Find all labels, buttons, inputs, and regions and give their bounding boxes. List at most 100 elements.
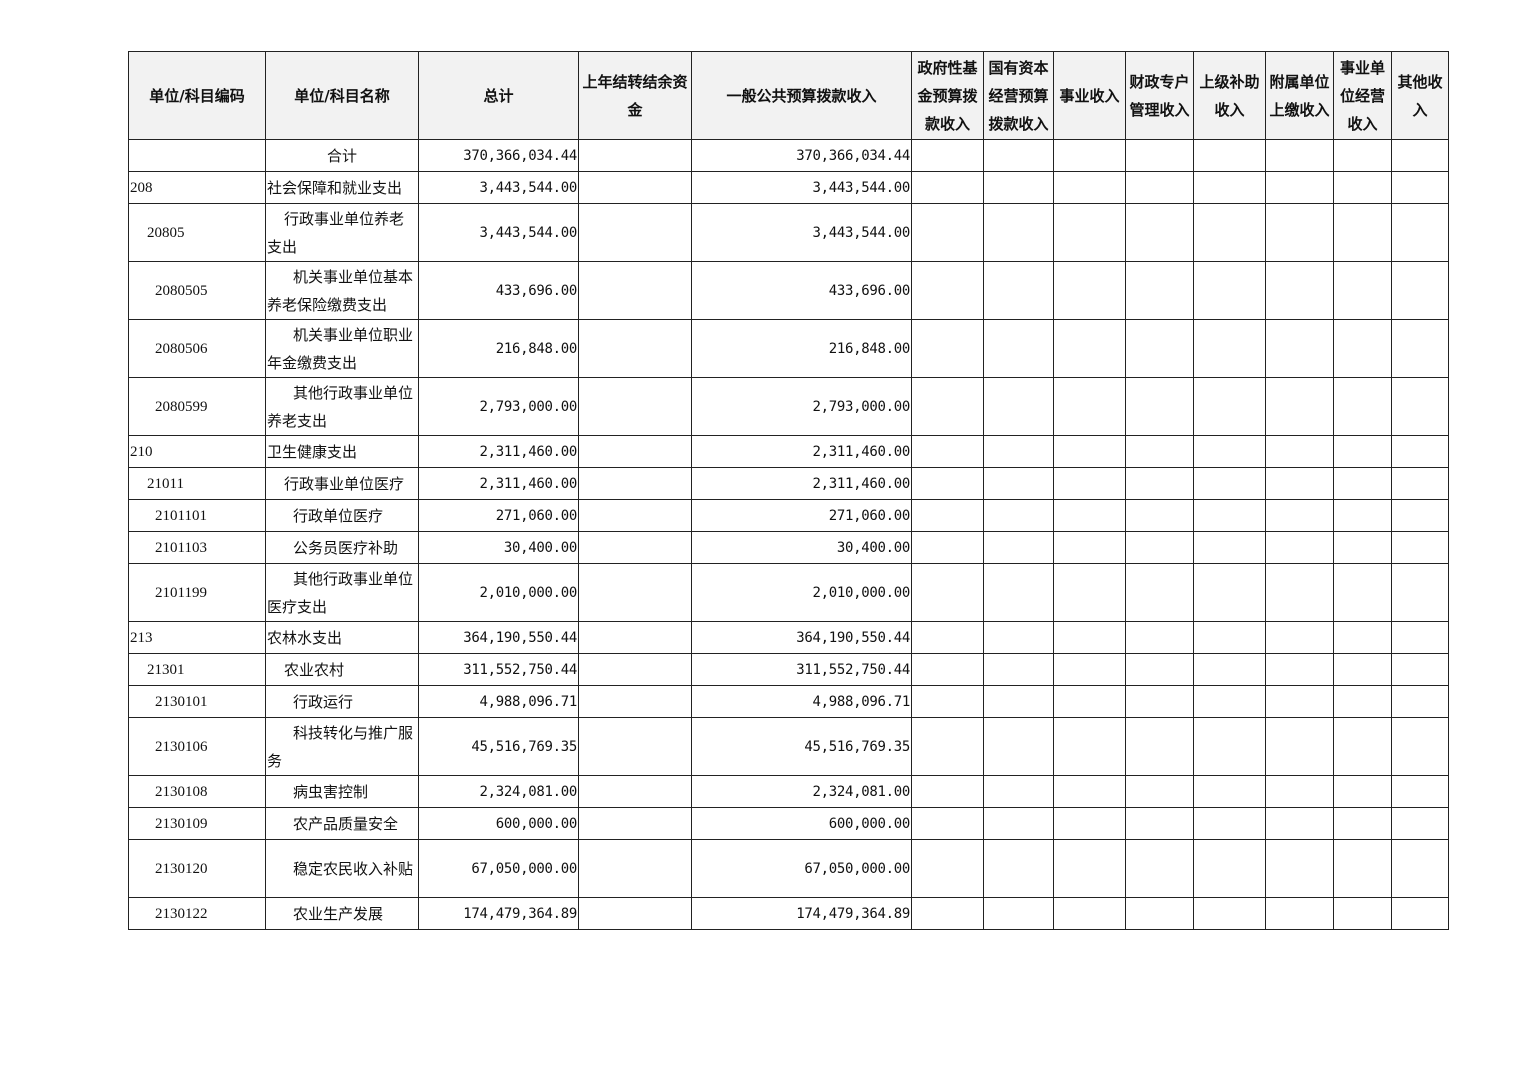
column-header-other-income: 其他收入 xyxy=(1391,51,1449,140)
cell-affiliated-unit xyxy=(1265,717,1334,776)
cell-state-capital xyxy=(983,897,1054,930)
cell-superior-subsidy xyxy=(1193,775,1266,808)
table-row: 213 农林水支出 364,190,550.44 364,190,550.44 xyxy=(128,621,1449,654)
cell-business-income xyxy=(1053,839,1126,898)
cell-superior-subsidy xyxy=(1193,499,1266,532)
cell-business-operation xyxy=(1333,499,1392,532)
cell-state-capital xyxy=(983,435,1054,468)
cell-state-capital xyxy=(983,139,1054,172)
column-header-business-income: 事业收入 xyxy=(1053,51,1126,140)
cell-carryover xyxy=(578,563,692,622)
cell-affiliated-unit xyxy=(1265,171,1334,204)
table-row: 2080505 机关事业单位基本养老保险缴费支出 433,696.00 433,696… xyxy=(128,261,1449,320)
cell-carryover xyxy=(578,171,692,204)
cell-total: 67,050,000.00 xyxy=(418,839,579,898)
cell-other-income xyxy=(1391,499,1449,532)
cell-other-income xyxy=(1391,621,1449,654)
cell-carryover xyxy=(578,653,692,686)
cell-state-capital xyxy=(983,467,1054,500)
cell-general-budget: 271,060.00 xyxy=(691,499,912,532)
cell-general-budget: 370,366,034.44 xyxy=(691,139,912,172)
cell-name: 农产品质量安全 xyxy=(265,807,419,840)
cell-other-income xyxy=(1391,531,1449,564)
total-row: 合计 370,366,034.44 370,366,034.44 xyxy=(128,139,1449,172)
cell-code: 2130108 xyxy=(128,775,266,808)
cell-carryover xyxy=(578,897,692,930)
column-header-code: 单位/科目编码 xyxy=(128,51,266,140)
cell-name: 行政事业单位养老支出 xyxy=(265,203,419,262)
cell-code: 210 xyxy=(128,435,266,468)
cell-gov-fund xyxy=(911,897,984,930)
cell-total: 2,311,460.00 xyxy=(418,435,579,468)
cell-special-account xyxy=(1125,717,1194,776)
cell-other-income xyxy=(1391,139,1449,172)
cell-general-budget: 174,479,364.89 xyxy=(691,897,912,930)
cell-carryover xyxy=(578,203,692,262)
cell-business-income xyxy=(1053,261,1126,320)
cell-general-budget: 600,000.00 xyxy=(691,807,912,840)
cell-code: 2080505 xyxy=(128,261,266,320)
cell-business-operation xyxy=(1333,319,1392,378)
cell-affiliated-unit xyxy=(1265,467,1334,500)
cell-business-operation xyxy=(1333,775,1392,808)
cell-gov-fund xyxy=(911,435,984,468)
cell-affiliated-unit xyxy=(1265,499,1334,532)
cell-name: 农业农村 xyxy=(265,653,419,686)
cell-gov-fund xyxy=(911,685,984,718)
cell-special-account xyxy=(1125,203,1194,262)
cell-state-capital xyxy=(983,775,1054,808)
cell-business-income xyxy=(1053,807,1126,840)
cell-state-capital xyxy=(983,499,1054,532)
cell-carryover xyxy=(578,467,692,500)
column-header-special-account: 财政专户管理收入 xyxy=(1125,51,1194,140)
cell-business-operation xyxy=(1333,139,1392,172)
cell-business-operation xyxy=(1333,563,1392,622)
cell-state-capital xyxy=(983,171,1054,204)
cell-other-income xyxy=(1391,319,1449,378)
cell-total: 364,190,550.44 xyxy=(418,621,579,654)
cell-name: 病虫害控制 xyxy=(265,775,419,808)
cell-business-income xyxy=(1053,563,1126,622)
cell-superior-subsidy xyxy=(1193,139,1266,172)
cell-state-capital xyxy=(983,653,1054,686)
cell-general-budget: 30,400.00 xyxy=(691,531,912,564)
cell-total: 2,010,000.00 xyxy=(418,563,579,622)
cell-name: 社会保障和就业支出 xyxy=(265,171,419,204)
cell-state-capital xyxy=(983,685,1054,718)
cell-special-account xyxy=(1125,621,1194,654)
cell-code: 208 xyxy=(128,171,266,204)
cell-code: 2080506 xyxy=(128,319,266,378)
cell-superior-subsidy xyxy=(1193,531,1266,564)
cell-total: 271,060.00 xyxy=(418,499,579,532)
cell-gov-fund xyxy=(911,563,984,622)
cell-superior-subsidy xyxy=(1193,203,1266,262)
cell-general-budget: 2,324,081.00 xyxy=(691,775,912,808)
cell-name: 公务员医疗补助 xyxy=(265,531,419,564)
cell-special-account xyxy=(1125,377,1194,436)
table-row: 210 卫生健康支出 2,311,460.00 2,311,460.00 xyxy=(128,435,1449,468)
cell-code: 213 xyxy=(128,621,266,654)
cell-business-operation xyxy=(1333,531,1392,564)
cell-business-operation xyxy=(1333,717,1392,776)
column-header-total: 总计 xyxy=(418,51,579,140)
cell-superior-subsidy xyxy=(1193,621,1266,654)
cell-gov-fund xyxy=(911,653,984,686)
cell-business-income xyxy=(1053,653,1126,686)
cell-carryover xyxy=(578,139,692,172)
cell-gov-fund xyxy=(911,499,984,532)
cell-state-capital xyxy=(983,319,1054,378)
cell-total: 600,000.00 xyxy=(418,807,579,840)
cell-carryover xyxy=(578,685,692,718)
cell-code: 21301 xyxy=(128,653,266,686)
cell-name: 行政事业单位医疗 xyxy=(265,467,419,500)
cell-name: 农业生产发展 xyxy=(265,897,419,930)
cell-other-income xyxy=(1391,563,1449,622)
cell-gov-fund xyxy=(911,377,984,436)
table-row: 2130106 科技转化与推广服务 45,516,769.35 45,516,769.… xyxy=(128,717,1449,776)
cell-code: 2130109 xyxy=(128,807,266,840)
table-row: 2130122 农业生产发展 174,479,364.89 174,479,364.8… xyxy=(128,897,1449,930)
cell-business-income xyxy=(1053,685,1126,718)
cell-affiliated-unit xyxy=(1265,261,1334,320)
cell-other-income xyxy=(1391,435,1449,468)
cell-business-income xyxy=(1053,531,1126,564)
